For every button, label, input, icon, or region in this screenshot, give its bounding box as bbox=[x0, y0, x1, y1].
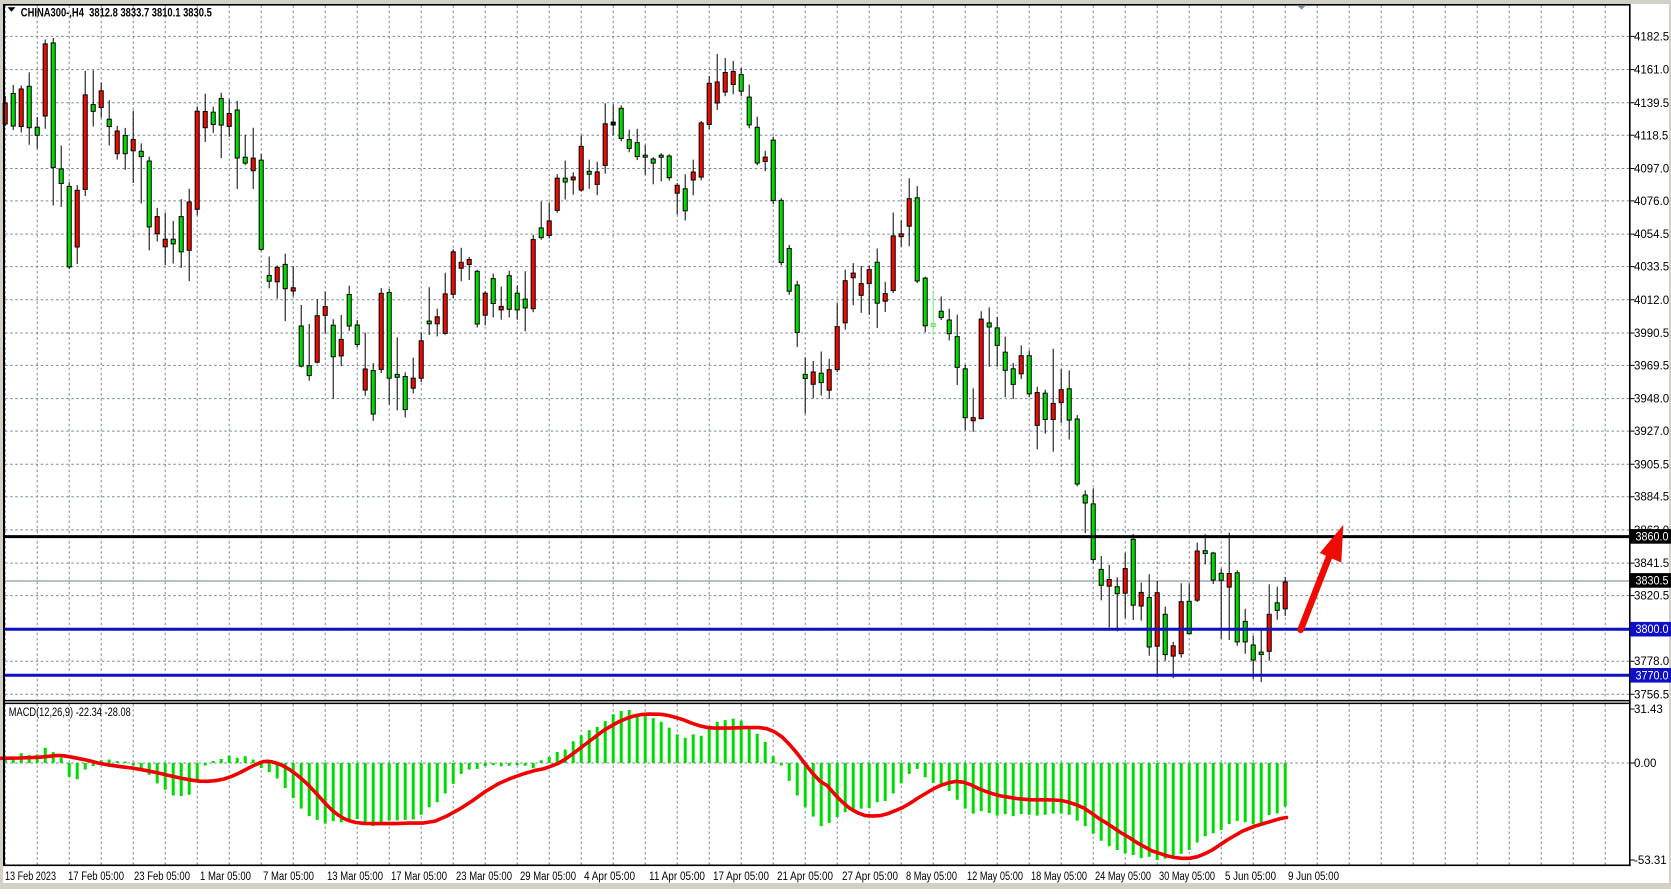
svg-text:21 Apr 05:00: 21 Apr 05:00 bbox=[777, 871, 833, 883]
svg-text:11 Apr 05:00: 11 Apr 05:00 bbox=[649, 871, 705, 883]
svg-text:3990.5: 3990.5 bbox=[1634, 328, 1669, 340]
svg-text:12 May 05:00: 12 May 05:00 bbox=[967, 871, 1023, 883]
svg-text:4076.0: 4076.0 bbox=[1634, 196, 1669, 208]
svg-text:3820.5: 3820.5 bbox=[1634, 591, 1669, 603]
svg-text:3927.0: 3927.0 bbox=[1634, 426, 1669, 438]
svg-text:17 Apr 05:00: 17 Apr 05:00 bbox=[713, 871, 769, 883]
svg-text:4161.0: 4161.0 bbox=[1634, 65, 1669, 77]
svg-text:3884.5: 3884.5 bbox=[1634, 492, 1669, 504]
svg-text:27 Apr 05:00: 27 Apr 05:00 bbox=[842, 871, 898, 883]
svg-text:31.43: 31.43 bbox=[1634, 704, 1663, 716]
svg-text:18 May 05:00: 18 May 05:00 bbox=[1031, 871, 1087, 883]
svg-text:8 May 05:00: 8 May 05:00 bbox=[906, 871, 957, 883]
svg-text:4139.5: 4139.5 bbox=[1634, 98, 1669, 110]
svg-text:4118.5: 4118.5 bbox=[1634, 130, 1668, 142]
svg-text:4033.5: 4033.5 bbox=[1634, 262, 1669, 274]
svg-text:1 Mar 05:00: 1 Mar 05:00 bbox=[200, 871, 251, 883]
svg-text:3756.5: 3756.5 bbox=[1634, 689, 1669, 701]
svg-text:4 Apr 05:00: 4 Apr 05:00 bbox=[584, 871, 635, 883]
svg-text:4054.5: 4054.5 bbox=[1634, 229, 1669, 241]
svg-text:7 Mar 05:00: 7 Mar 05:00 bbox=[263, 871, 314, 883]
svg-text:13 Mar 05:00: 13 Mar 05:00 bbox=[327, 871, 383, 883]
svg-text:3830.5: 3830.5 bbox=[1636, 575, 1669, 587]
svg-text:3948.0: 3948.0 bbox=[1634, 394, 1669, 406]
svg-text:29 Mar 05:00: 29 Mar 05:00 bbox=[520, 871, 576, 883]
svg-text:-53.31: -53.31 bbox=[1634, 855, 1667, 867]
svg-text:24 May 05:00: 24 May 05:00 bbox=[1095, 871, 1151, 883]
svg-text:17 Feb 05:00: 17 Feb 05:00 bbox=[68, 871, 124, 883]
svg-text:13 Feb 2023: 13 Feb 2023 bbox=[5, 871, 56, 883]
svg-text:23 Mar 05:00: 23 Mar 05:00 bbox=[456, 871, 512, 883]
svg-text:4012.0: 4012.0 bbox=[1634, 295, 1669, 307]
svg-text:5 Jun 05:00: 5 Jun 05:00 bbox=[1225, 871, 1276, 883]
svg-text:17 Mar 05:00: 17 Mar 05:00 bbox=[391, 871, 447, 883]
svg-text:3800.0: 3800.0 bbox=[1636, 624, 1669, 636]
svg-text:MACD(12,26,9) -22.34 -28.08: MACD(12,26,9) -22.34 -28.08 bbox=[9, 707, 131, 719]
svg-text:CHINA300-,H4 3812.8 3833.7 38: CHINA300-,H4 3812.8 3833.7 3810.1 3830.5 bbox=[21, 8, 212, 20]
svg-text:4182.5: 4182.5 bbox=[1634, 31, 1669, 43]
svg-text:3841.5: 3841.5 bbox=[1634, 558, 1669, 570]
svg-text:4097.0: 4097.0 bbox=[1634, 164, 1669, 176]
svg-text:3770.0: 3770.0 bbox=[1636, 670, 1669, 682]
svg-text:3905.5: 3905.5 bbox=[1634, 459, 1669, 471]
svg-text:30 May 05:00: 30 May 05:00 bbox=[1159, 871, 1215, 883]
svg-text:3778.0: 3778.0 bbox=[1634, 656, 1669, 668]
svg-text:0.00: 0.00 bbox=[1634, 758, 1656, 770]
svg-text:23 Feb 05:00: 23 Feb 05:00 bbox=[134, 871, 190, 883]
svg-text:3969.5: 3969.5 bbox=[1634, 360, 1669, 372]
svg-text:3860.0: 3860.0 bbox=[1636, 531, 1669, 543]
svg-text:9 Jun 05:00: 9 Jun 05:00 bbox=[1288, 871, 1339, 883]
